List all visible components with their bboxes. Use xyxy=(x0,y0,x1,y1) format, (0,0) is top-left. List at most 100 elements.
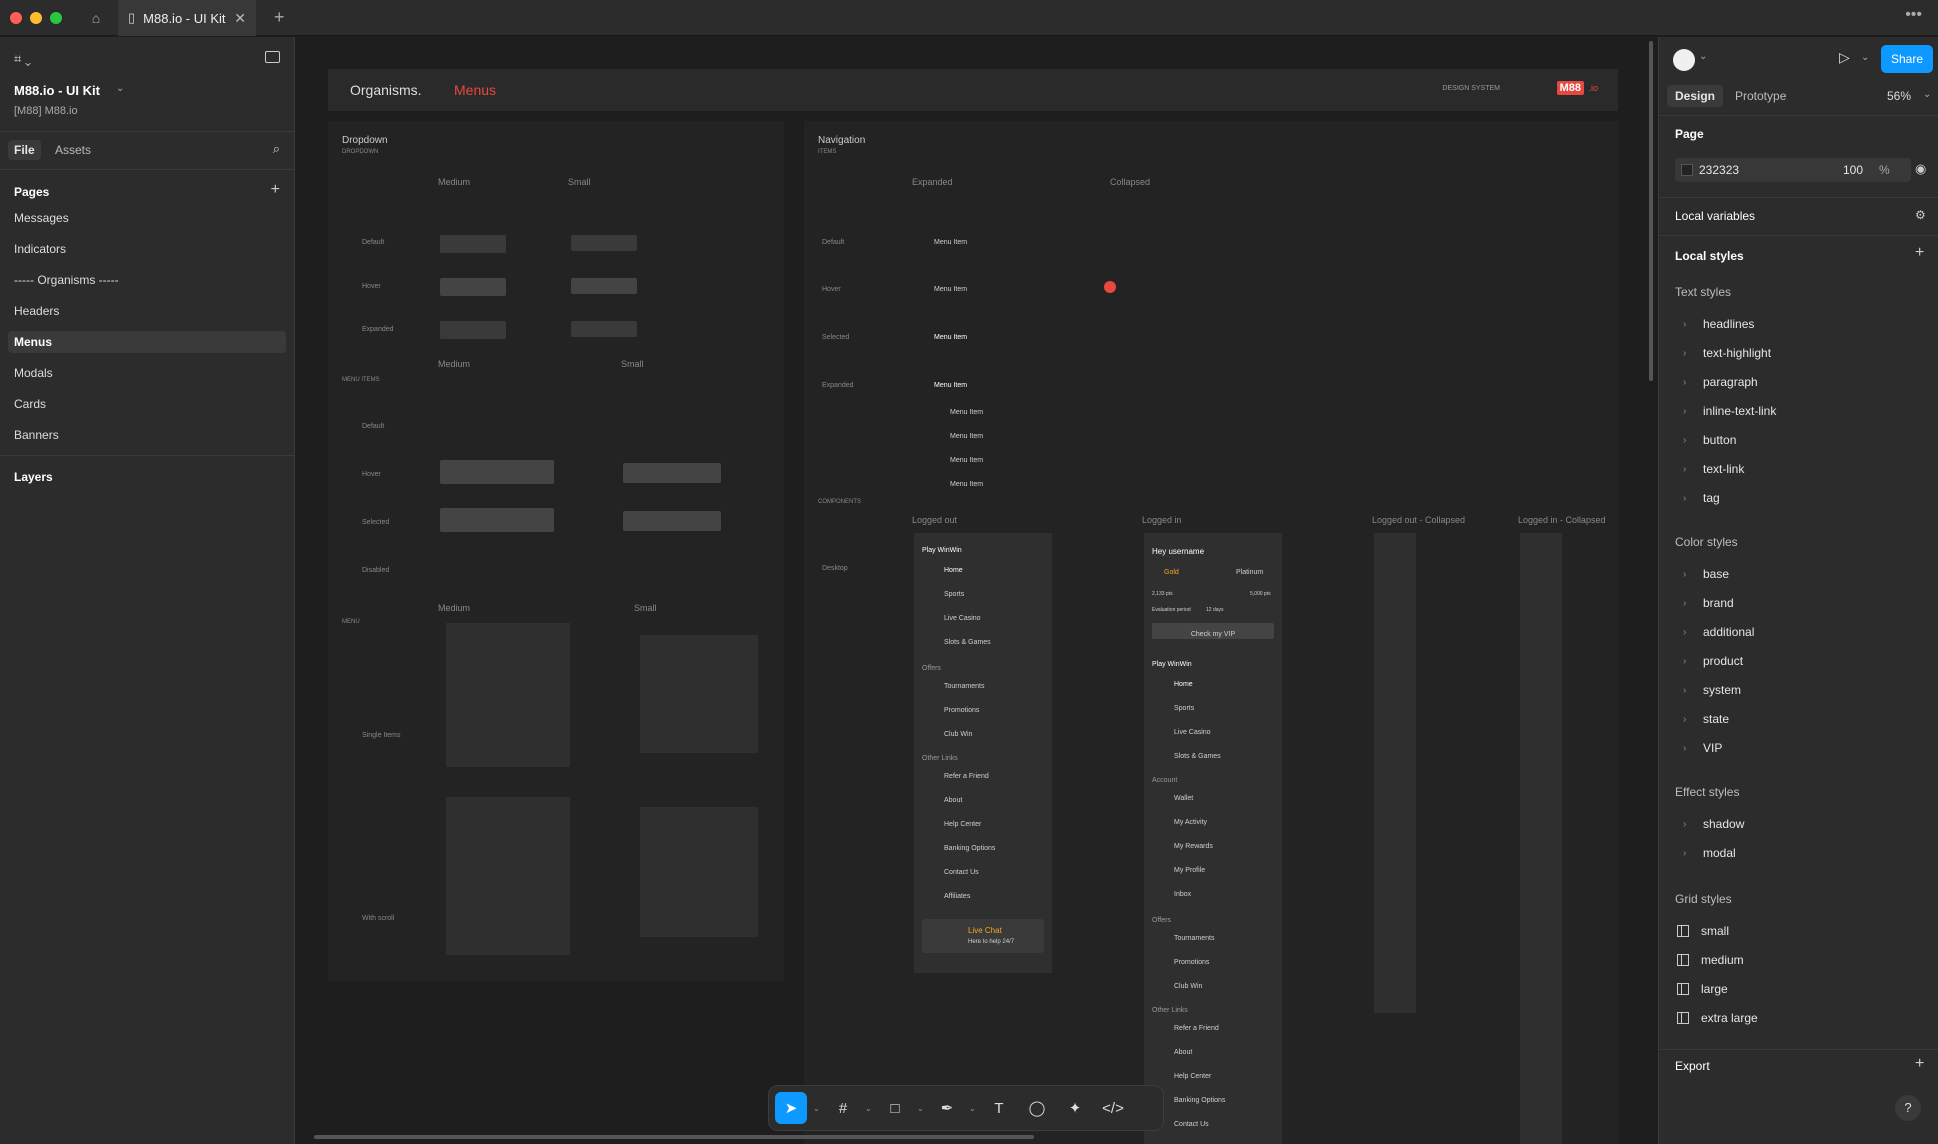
page-color-field[interactable]: 232323 100 % xyxy=(1675,158,1911,182)
frame-tool-icon[interactable]: # xyxy=(838,1099,848,1117)
present-chevron-icon[interactable]: ⌄ xyxy=(1861,52,1870,63)
page-item[interactable]: Indicators xyxy=(14,242,67,256)
menu-item-small[interactable] xyxy=(623,463,721,483)
text-style-item[interactable]: › headlines xyxy=(1683,317,1755,331)
page-header-frame[interactable]: Organisms. Menus DESIGN SYSTEM M88 .io xyxy=(328,69,1618,111)
help-icon[interactable]: ? xyxy=(1895,1095,1921,1121)
present-icon[interactable]: ▷ xyxy=(1839,49,1850,65)
new-tab-button[interactable]: + xyxy=(274,7,285,27)
pen-tool-icon[interactable]: ✒ xyxy=(940,1100,954,1117)
text-tool-icon[interactable]: T xyxy=(994,1099,1004,1117)
horizontal-scrollbar[interactable] xyxy=(314,1135,1034,1139)
add-page-icon[interactable]: + xyxy=(270,181,280,198)
grid-style-item[interactable]: medium xyxy=(1677,953,1744,967)
tab-prototype[interactable]: Prototype xyxy=(1735,89,1787,103)
menu-item-medium[interactable] xyxy=(440,460,554,484)
page-item[interactable]: Headers xyxy=(14,304,60,318)
move-tool-icon[interactable]: ➤ xyxy=(775,1092,807,1124)
text-style-item[interactable]: › button xyxy=(1683,433,1737,447)
add-style-icon[interactable]: + xyxy=(1915,244,1925,261)
text-style-item[interactable]: › tag xyxy=(1683,491,1720,505)
ai-tool-icon[interactable]: ✦ xyxy=(1068,1100,1082,1117)
dev-mode-icon[interactable]: </> xyxy=(1102,1099,1124,1117)
comment-tool-icon[interactable]: ◯ xyxy=(1028,1100,1046,1117)
avatar[interactable] xyxy=(1673,49,1695,71)
zoom-chevron-icon[interactable]: ⌄ xyxy=(1923,89,1932,100)
minimize-window-button[interactable] xyxy=(30,12,42,24)
local-variables[interactable]: Local variables xyxy=(1675,209,1756,223)
collapsed-selected-icon xyxy=(1104,281,1116,293)
text-style-item[interactable]: › text-highlight xyxy=(1683,346,1772,360)
more-icon[interactable]: ••• xyxy=(1905,6,1922,23)
page-opacity-value[interactable]: 100 xyxy=(1843,163,1864,177)
close-window-button[interactable] xyxy=(10,12,22,24)
color-style-item[interactable]: › VIP xyxy=(1683,741,1723,755)
export-label[interactable]: Export xyxy=(1675,1059,1710,1073)
variables-icon[interactable]: ⚙ xyxy=(1915,208,1926,222)
file-menu-chevron-icon[interactable]: ⌄ xyxy=(116,83,125,94)
dropdown-frame[interactable]: Dropdown DROPDOWN Medium Small Default H… xyxy=(328,121,784,981)
menu-medium-scroll[interactable] xyxy=(446,797,570,955)
color-style-item[interactable]: › base xyxy=(1683,567,1730,581)
color-swatch[interactable] xyxy=(1681,164,1693,176)
vertical-scrollbar[interactable] xyxy=(1649,41,1653,381)
tab-design[interactable]: Design xyxy=(1667,85,1724,107)
sidebar-toggle-icon[interactable] xyxy=(265,51,280,63)
grid-style-item[interactable]: large xyxy=(1677,982,1728,996)
page-color-value[interactable]: 232323 xyxy=(1699,163,1740,177)
home-icon[interactable]: ⌂ xyxy=(91,10,101,26)
effect-style-item[interactable]: › modal xyxy=(1683,846,1736,860)
tab-assets[interactable]: Assets xyxy=(55,143,92,157)
color-style-item[interactable]: › product xyxy=(1683,654,1744,668)
page-item[interactable]: Banners xyxy=(14,428,59,442)
zoom-level[interactable]: 56% xyxy=(1887,89,1912,103)
color-style-item[interactable]: › additional xyxy=(1683,625,1755,639)
close-tab-icon[interactable]: ✕ xyxy=(234,9,246,26)
menu-item-small[interactable] xyxy=(623,511,721,531)
avatar-chevron-icon[interactable]: ⌄ xyxy=(1699,51,1708,62)
check-vip-button[interactable]: Check my VIP xyxy=(1152,623,1274,639)
text-style-item[interactable]: › paragraph xyxy=(1683,375,1758,389)
document-tab[interactable]: ▯ M88.io - UI Kit ✕ xyxy=(118,0,256,36)
team-name[interactable]: [M88] M88.io xyxy=(14,105,78,117)
canvas[interactable]: Organisms. Menus DESIGN SYSTEM M88 .io D… xyxy=(296,37,1658,1144)
page-item-selected[interactable]: Menus xyxy=(8,331,286,353)
menu-medium[interactable] xyxy=(446,623,570,767)
text-style-item[interactable]: › text-link xyxy=(1683,462,1745,476)
figma-menu-icon[interactable]: ⌗ ⌄ xyxy=(14,51,32,66)
tab-file[interactable]: File xyxy=(8,140,41,160)
dropdown-small[interactable] xyxy=(571,235,637,251)
dropdown-small[interactable] xyxy=(571,278,637,294)
page-item[interactable]: Messages xyxy=(14,211,69,225)
dropdown-medium[interactable] xyxy=(440,278,506,296)
dropdown-medium[interactable] xyxy=(440,235,506,253)
zoom-window-button[interactable] xyxy=(50,12,62,24)
search-icon[interactable]: ⌕ xyxy=(272,141,280,156)
nav-logged-in-collapsed[interactable] xyxy=(1520,533,1562,1144)
color-style-item[interactable]: › state xyxy=(1683,712,1730,726)
file-name[interactable]: M88.io - UI Kit xyxy=(14,83,100,98)
page-item[interactable]: ----- Organisms ----- xyxy=(14,273,119,287)
rectangle-tool-icon[interactable]: □ xyxy=(890,1099,900,1117)
text-style-item[interactable]: › inline-text-link xyxy=(1683,404,1777,418)
effect-style-item[interactable]: › shadow xyxy=(1683,817,1745,831)
add-export-icon[interactable]: + xyxy=(1915,1055,1925,1072)
grid-style-item[interactable]: extra large xyxy=(1677,1011,1758,1025)
nav-logged-in[interactable]: Hey username Gold Platinum 2,133 pts 5,0… xyxy=(1144,533,1282,1144)
dropdown-medium[interactable] xyxy=(440,321,506,339)
grid-style-item[interactable]: small xyxy=(1677,924,1729,938)
nav-logged-out[interactable]: Play WinWin Home Sports Live Casino Slot… xyxy=(914,533,1052,973)
menu-item-medium[interactable] xyxy=(440,508,554,532)
menu-small[interactable] xyxy=(640,635,758,753)
menu-small-scroll[interactable] xyxy=(640,807,758,937)
live-chat-card[interactable]: Live Chat Here to help 24/7 xyxy=(922,919,1044,953)
navigation-frame[interactable]: Navigation ITEMS Expanded Collapsed Defa… xyxy=(804,121,1618,1144)
share-button[interactable]: Share xyxy=(1881,45,1933,73)
color-style-item[interactable]: › brand xyxy=(1683,596,1734,610)
page-item[interactable]: Cards xyxy=(14,397,47,411)
dropdown-small[interactable] xyxy=(571,321,637,337)
eye-icon[interactable]: ◉ xyxy=(1915,161,1927,176)
page-item[interactable]: Modals xyxy=(14,366,53,380)
nav-logged-out-collapsed[interactable] xyxy=(1374,533,1416,1013)
color-style-item[interactable]: › system xyxy=(1683,683,1742,697)
